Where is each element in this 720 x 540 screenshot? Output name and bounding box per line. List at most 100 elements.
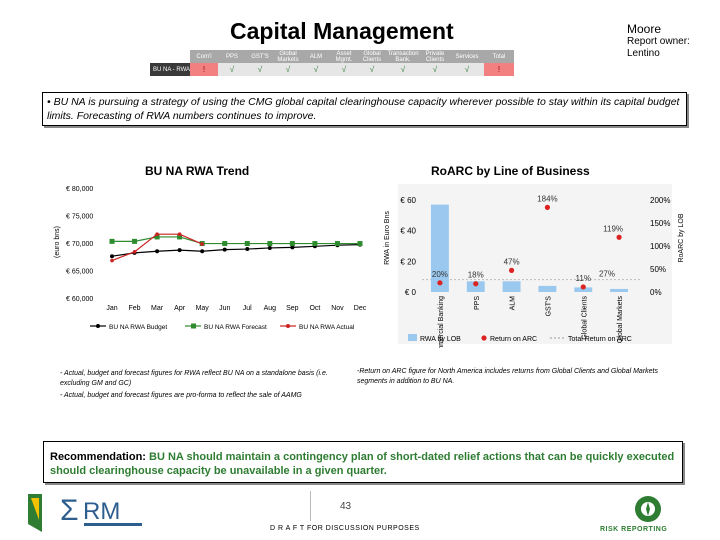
footnote-left-2: - Actual, budget and forecast figures ar…: [60, 392, 302, 399]
status-cell: √: [450, 63, 484, 76]
roarc-bar: [538, 285, 557, 292]
rwa-trend-xtick: Sep: [286, 305, 299, 312]
status-col-header: Com'l: [190, 50, 218, 63]
status-col-header: ALM: [302, 50, 330, 63]
rwa-trend-xtick: Jan: [106, 305, 117, 312]
rwa-trend-point: [155, 249, 160, 254]
rwa-trend-title: BU NA RWA Trend: [145, 164, 250, 178]
rwa-trend-point: [177, 232, 182, 236]
status-cell: !: [190, 63, 218, 76]
rwa-trend-xtick: Jul: [243, 305, 252, 312]
footnote-right: -Return on ARC figure for North America …: [357, 368, 658, 385]
roarc-chart: RWA in Euro Bns RoARC by LOB € 0 € 20 € 40…: [384, 184, 685, 348]
owner-name: Moore: [627, 22, 662, 36]
rwa-trend-point: [222, 247, 227, 252]
rwa-trend-legend-label: BU NA RWA Actual: [299, 324, 355, 331]
roarc-ytick: € 0: [405, 288, 417, 297]
rwa-trend-xtick: Oct: [309, 305, 320, 312]
rwa-trend-ytick: € 70,000: [66, 241, 93, 248]
status-cell: !: [484, 63, 514, 76]
roarc-xtick: Commercial Banking: [438, 296, 445, 348]
rwa-trend-point: [222, 241, 228, 247]
report-owner-label: Report owner:: [627, 36, 690, 47]
roarc-data-label: 11%: [576, 274, 591, 283]
roarc-data-label: 18%: [468, 271, 484, 280]
rwa-trend-point: [132, 250, 137, 254]
status-col-header: GST'S: [246, 50, 274, 63]
status-cell: √: [386, 63, 420, 76]
rwa-trend-ytick: € 65,000: [66, 269, 93, 276]
roarc-point: [580, 284, 586, 290]
status-corner: [150, 50, 190, 63]
roarc-bar: [502, 281, 521, 292]
roarc-data-label: 20%: [432, 270, 448, 279]
rwa-trend-point: [334, 241, 340, 247]
roarc-bar: [610, 288, 629, 292]
rwa-trend-ylabel: (euro bns): [54, 226, 61, 258]
rwa-trend-point: [267, 245, 272, 250]
roarc-ytick: € 20: [400, 257, 416, 266]
rwa-trend-xtick: Nov: [331, 305, 344, 312]
status-header-row: Com'l PPS GST'S Global Markets ALM Asset…: [150, 50, 514, 63]
roarc-xtick: PPS: [474, 296, 481, 310]
rwa-trend-legend-label: BU NA RWA Forecast: [204, 324, 267, 331]
roarc-point: [508, 267, 515, 273]
rwa-trend-point: [154, 234, 160, 240]
footer-divider: [310, 491, 311, 521]
rwa-trend-point: [357, 241, 363, 247]
report-owner-block: Moore Report owner: Lentino: [627, 22, 690, 60]
roarc-total-label: 27%: [599, 270, 615, 279]
status-col-header: Services: [450, 50, 484, 63]
roarc-title: RoARC by Line of Business: [431, 164, 590, 178]
status-row-label: BU NA - RWA: [150, 63, 190, 76]
rwa-trend-line-1: [111, 244, 361, 257]
logo-yellow-shape: [31, 498, 39, 520]
roarc-ytick: € 40: [400, 227, 416, 236]
rwa-trend-xtick: Mar: [151, 305, 164, 312]
rwa-trend-point: [155, 232, 159, 236]
rwa-trend-point: [110, 254, 114, 259]
rwa-trend-legend-label: BU NA RWA Budget: [109, 324, 167, 331]
rwa-trend-xtick: Apr: [174, 305, 186, 312]
status-col-header: Transaction Bank.: [386, 50, 420, 63]
rwa-trend-ytick: € 60,000: [66, 296, 93, 303]
roarc-ytick: € 60: [400, 196, 416, 205]
roarc-point: [544, 204, 551, 210]
rwa-trend-point: [245, 247, 250, 252]
rwa-trend-point: [177, 234, 183, 240]
logo-sigma-icon: Σ: [60, 494, 79, 527]
status-col-header: Private Clients: [420, 50, 450, 63]
status-cell: √: [358, 63, 386, 76]
rwa-trend-point: [289, 241, 295, 247]
rwa-trend-xtick: Feb: [129, 305, 141, 312]
status-col-header: PPS: [218, 50, 246, 63]
status-cell: √: [246, 63, 274, 76]
recommendation-box: Recommendation: BU NA should maintain a …: [43, 441, 683, 483]
roarc-ylabel: RWA in Euro Bns: [384, 211, 391, 265]
roarc-legend-label: Return on ARC: [490, 336, 537, 343]
rwa-trend-xtick: May: [196, 305, 210, 312]
status-cell: √: [420, 63, 450, 76]
rwa-trend-legend-marker: [191, 323, 196, 329]
status-col-header: Global Clients: [358, 50, 386, 63]
rwa-trend-point: [312, 241, 318, 247]
rwa-trend-point: [244, 241, 250, 247]
rwa-trend-xtick: Jun: [219, 305, 230, 312]
roarc-xtick: ALM: [510, 296, 517, 311]
roarc-point: [616, 234, 622, 240]
roarc-bar: [430, 204, 449, 292]
rwa-trend-point: [109, 238, 115, 244]
roarc-data-label: 119%: [603, 224, 623, 233]
roarc-data-label: 184%: [537, 194, 557, 203]
roarc-point: [473, 281, 479, 287]
rwa-trend-point: [290, 245, 295, 250]
rwa-trend-chart: (euro bns) € 60,000 € 65,000 € 70,000 € 75,…: [54, 186, 367, 331]
status-col-header: Total: [484, 50, 514, 63]
logo-text: RM: [83, 498, 120, 525]
rm-logo: Σ RM: [28, 494, 142, 532]
status-col-header: Asset Mgmt.: [330, 50, 358, 63]
roarc-legend-label: Total Return on ARC: [568, 336, 632, 343]
rwa-trend-legend-marker: [96, 324, 100, 328]
rwa-trend-ytick: € 75,000: [66, 214, 93, 221]
roarc-legend-marker: [481, 335, 487, 341]
